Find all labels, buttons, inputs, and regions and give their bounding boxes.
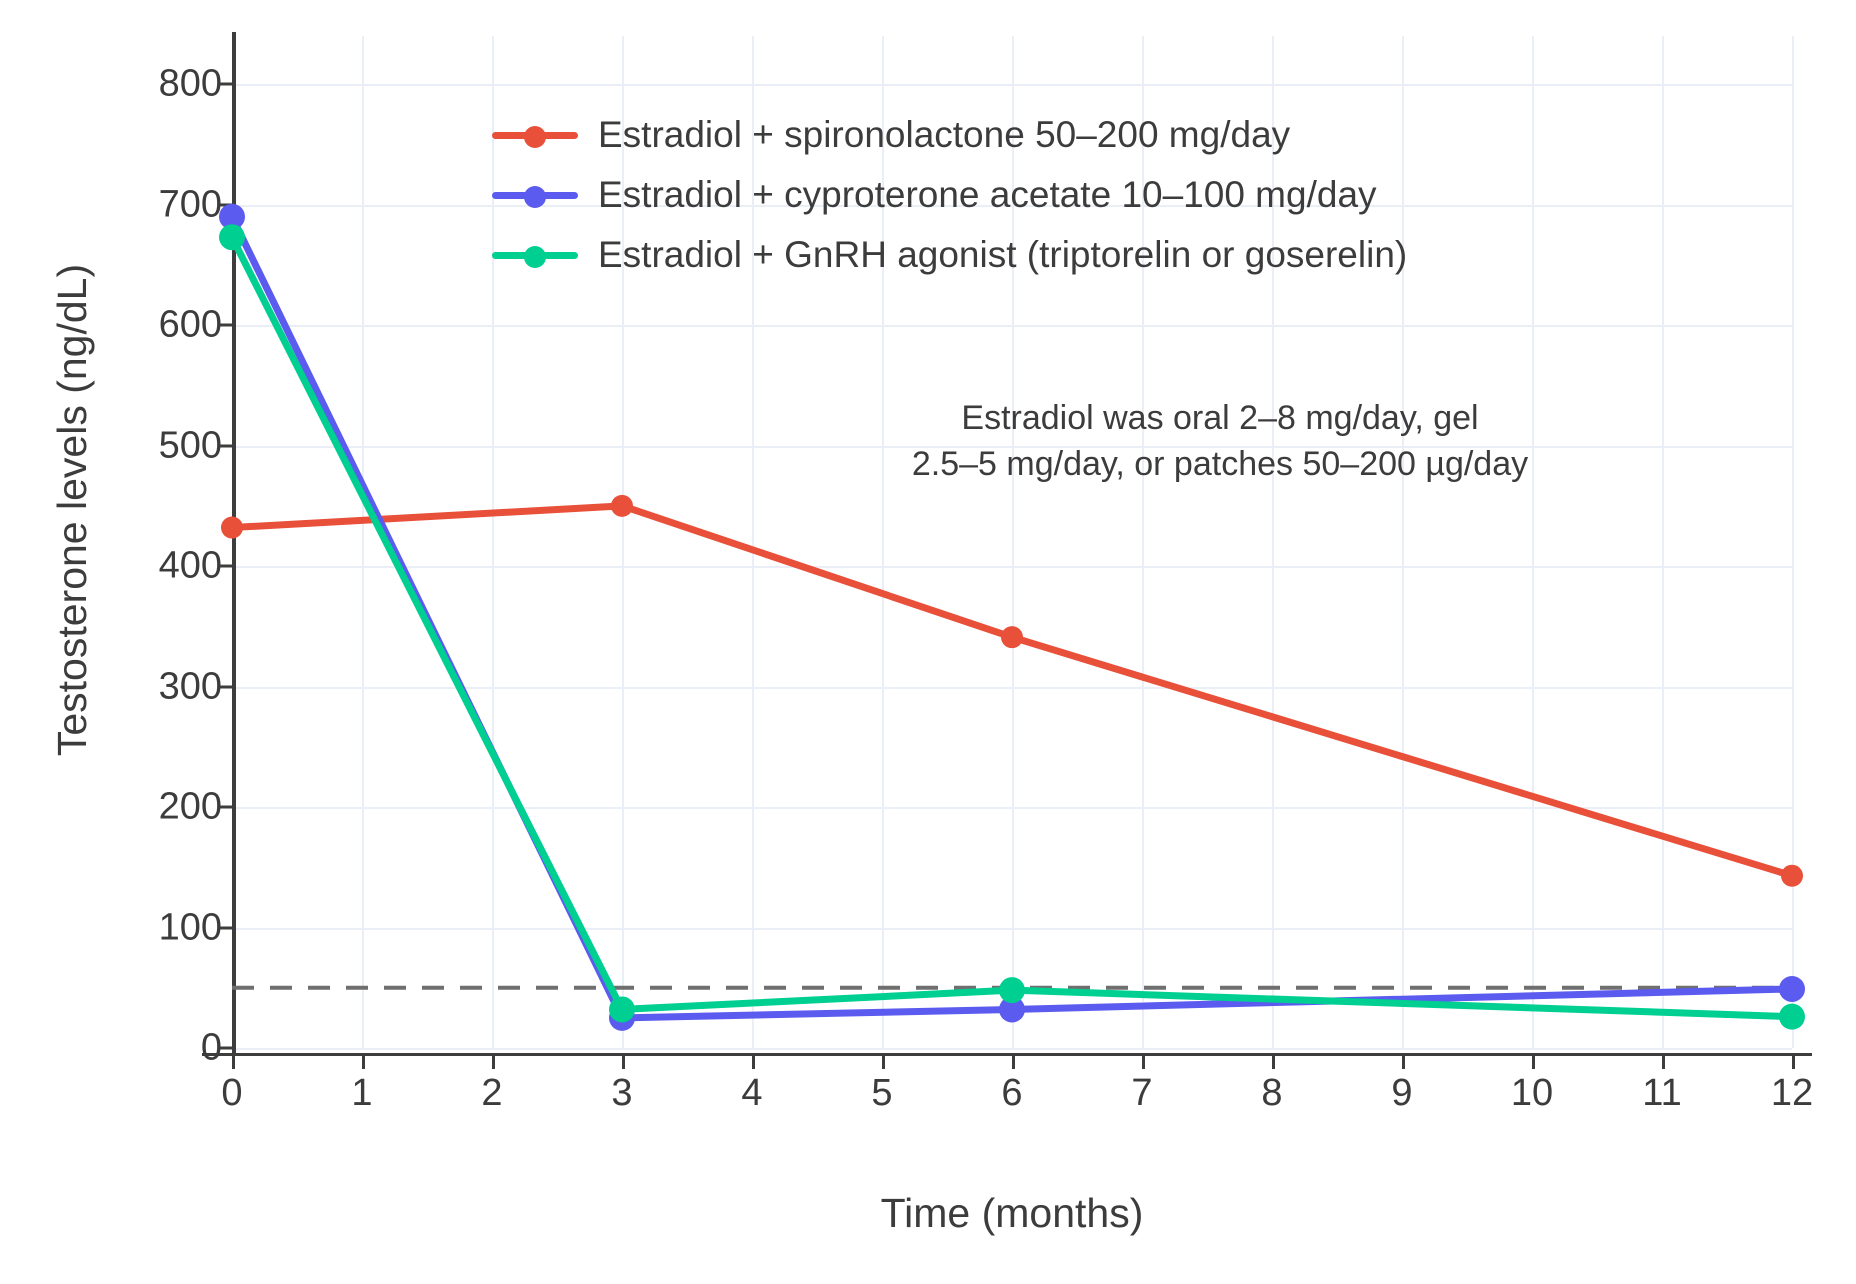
y-tick-mark xyxy=(218,1046,234,1050)
gridline-vertical xyxy=(1402,36,1404,1048)
gridline-vertical xyxy=(1142,36,1144,1048)
x-tick-label: 4 xyxy=(741,1072,763,1114)
x-tick-mark xyxy=(362,1053,365,1069)
x-tick-label: 2 xyxy=(481,1072,503,1114)
x-tick-mark xyxy=(492,1053,495,1069)
annotation-line-2: 2.5–5 mg/day, or patches 50–200 µg/day xyxy=(911,444,1529,483)
gridline-vertical xyxy=(1792,36,1794,1048)
legend-label: Estradiol + GnRH agonist (triptorelin or… xyxy=(598,234,1408,275)
gridline-vertical xyxy=(1532,36,1534,1048)
y-tick-mark xyxy=(218,685,234,689)
x-tick-mark xyxy=(1272,1053,1275,1069)
y-tick-label: 600 xyxy=(158,303,222,346)
x-tick-label: 1 xyxy=(351,1072,373,1114)
x-tick-label: 10 xyxy=(1510,1072,1554,1114)
legend-item-3[interactable]: Estradiol + GnRH agonist (triptorelin or… xyxy=(492,232,1407,278)
x-tick-label: 5 xyxy=(871,1072,893,1114)
annotation-line-1: Estradiol was oral 2–8 mg/day, gel xyxy=(961,399,1479,437)
x-tick-label: 12 xyxy=(1770,1072,1814,1114)
gridline-horizontal xyxy=(232,1048,1792,1050)
y-tick-mark xyxy=(218,444,234,448)
legend-swatch-icon xyxy=(492,183,578,208)
x-tick-mark xyxy=(752,1053,755,1069)
data-point-s2-m12 xyxy=(1779,975,1805,1002)
y-tick-label: 200 xyxy=(158,785,222,828)
data-point-s2-m6 xyxy=(999,996,1025,1023)
x-tick-mark xyxy=(1402,1053,1405,1069)
x-tick-mark xyxy=(1012,1053,1015,1069)
x-tick-label: 3 xyxy=(611,1072,633,1114)
y-tick-label: 100 xyxy=(158,906,222,949)
gridline-vertical xyxy=(752,36,754,1048)
legend-label: Estradiol + cyproterone acetate 10–100 m… xyxy=(598,174,1377,215)
data-point-s3-m12 xyxy=(1779,1003,1805,1030)
x-tick-mark xyxy=(1662,1053,1665,1069)
y-tick-mark xyxy=(218,564,234,568)
data-point-s1-m6 xyxy=(1001,626,1023,649)
gridline-vertical xyxy=(362,36,364,1048)
gridline-vertical xyxy=(1662,36,1664,1048)
annotation-text: Estradiol was oral 2–8 mg/day, gel 2.5–5… xyxy=(870,396,1570,488)
x-tick-label: 8 xyxy=(1261,1072,1283,1114)
data-point-s1-m0 xyxy=(221,516,243,539)
data-point-s3-m3 xyxy=(609,996,635,1023)
x-tick-label: 6 xyxy=(1001,1072,1023,1114)
x-axis-title: Time (months) xyxy=(880,1190,1144,1236)
x-tick-mark xyxy=(1792,1053,1795,1069)
x-tick-label: 0 xyxy=(221,1072,243,1114)
gridline-vertical xyxy=(1012,36,1014,1048)
plot-area xyxy=(232,36,1794,1050)
y-tick-mark xyxy=(218,926,234,930)
series-line-3 xyxy=(228,233,1796,1021)
y-tick-label: 0 xyxy=(200,1026,222,1069)
y-tick-mark xyxy=(218,805,234,809)
legend-swatch-icon xyxy=(492,123,578,148)
series-lines xyxy=(219,203,1805,1031)
chart-legend[interactable]: Estradiol + spironolactone 50–200 mg/day… xyxy=(492,112,1407,278)
series-line-1 xyxy=(228,502,1796,880)
x-axis-line xyxy=(202,1053,1812,1056)
legend-swatch-icon xyxy=(492,243,578,268)
series-line-2 xyxy=(228,213,1796,1022)
gridline-vertical xyxy=(882,36,884,1048)
y-tick-label: 300 xyxy=(158,665,222,708)
legend-item-1[interactable]: Estradiol + spironolactone 50–200 mg/day xyxy=(492,112,1407,158)
x-tick-label: 11 xyxy=(1642,1072,1682,1114)
x-tick-mark xyxy=(622,1053,625,1069)
data-point-s3-m0 xyxy=(219,224,245,251)
x-tick-label: 7 xyxy=(1131,1072,1153,1114)
x-tick-mark xyxy=(1142,1053,1145,1069)
data-point-s1-m12 xyxy=(1781,864,1803,887)
legend-label: Estradiol + spironolactone 50–200 mg/day xyxy=(598,114,1291,155)
y-tick-mark xyxy=(218,323,234,327)
x-tick-label: 9 xyxy=(1391,1072,1413,1114)
x-tick-mark xyxy=(882,1053,885,1069)
y-tick-label: 400 xyxy=(158,544,222,587)
data-point-s3-m6 xyxy=(999,977,1025,1004)
x-tick-mark xyxy=(1532,1053,1535,1069)
gridline-vertical xyxy=(622,36,624,1048)
gridline-vertical xyxy=(1272,36,1274,1048)
data-point-s1-m3 xyxy=(611,494,633,517)
y-tick-label: 700 xyxy=(158,183,222,226)
y-tick-label: 500 xyxy=(158,424,222,467)
y-axis-line xyxy=(232,32,236,1054)
y-tick-mark xyxy=(218,203,234,207)
gridline-vertical xyxy=(492,36,494,1048)
y-tick-label: 800 xyxy=(158,62,222,105)
x-tick-mark xyxy=(232,1053,235,1069)
legend-item-2[interactable]: Estradiol + cyproterone acetate 10–100 m… xyxy=(492,172,1407,218)
data-point-s2-m0 xyxy=(219,203,245,230)
y-axis-title: Testosterone levels (ng/dL) xyxy=(48,263,95,757)
y-tick-mark xyxy=(218,82,234,86)
